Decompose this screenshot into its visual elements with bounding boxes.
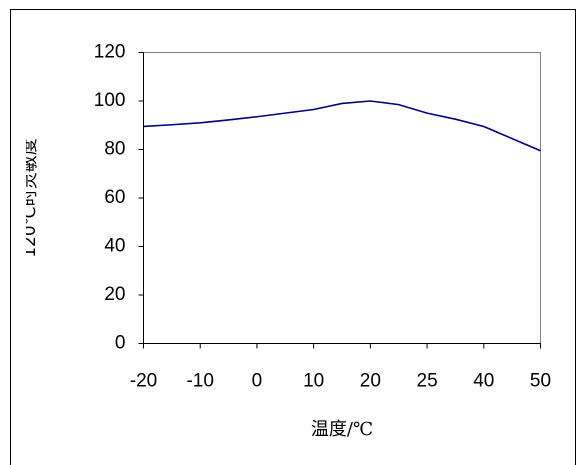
x-tick-label: 50 — [530, 371, 551, 392]
y-tick-label: 40 — [104, 236, 125, 257]
y-tick-label: 0 — [115, 333, 126, 354]
y-axis-title: 120℃时灵敏度 — [20, 138, 40, 258]
x-tick-label: 40 — [473, 371, 494, 392]
data-line — [143, 100, 541, 152]
x-tick-label: -10 — [186, 371, 213, 392]
chart-frame — [10, 9, 576, 465]
x-axis-title: 温度/℃ — [311, 419, 373, 440]
y-tick-label: 100 — [94, 90, 126, 111]
plot-area — [143, 52, 541, 344]
x-tick-label: 10 — [303, 371, 324, 392]
x-tick-label: -20 — [130, 371, 157, 392]
y-tick-label: 60 — [104, 187, 125, 208]
y-tick-label: 120 — [94, 42, 126, 63]
y-tick-label: 20 — [104, 284, 125, 305]
y-tick-label: 80 — [104, 139, 125, 160]
x-tick-label: 25 — [417, 371, 438, 392]
x-tick-label: 0 — [252, 371, 263, 392]
x-tick-label: 20 — [360, 371, 381, 392]
